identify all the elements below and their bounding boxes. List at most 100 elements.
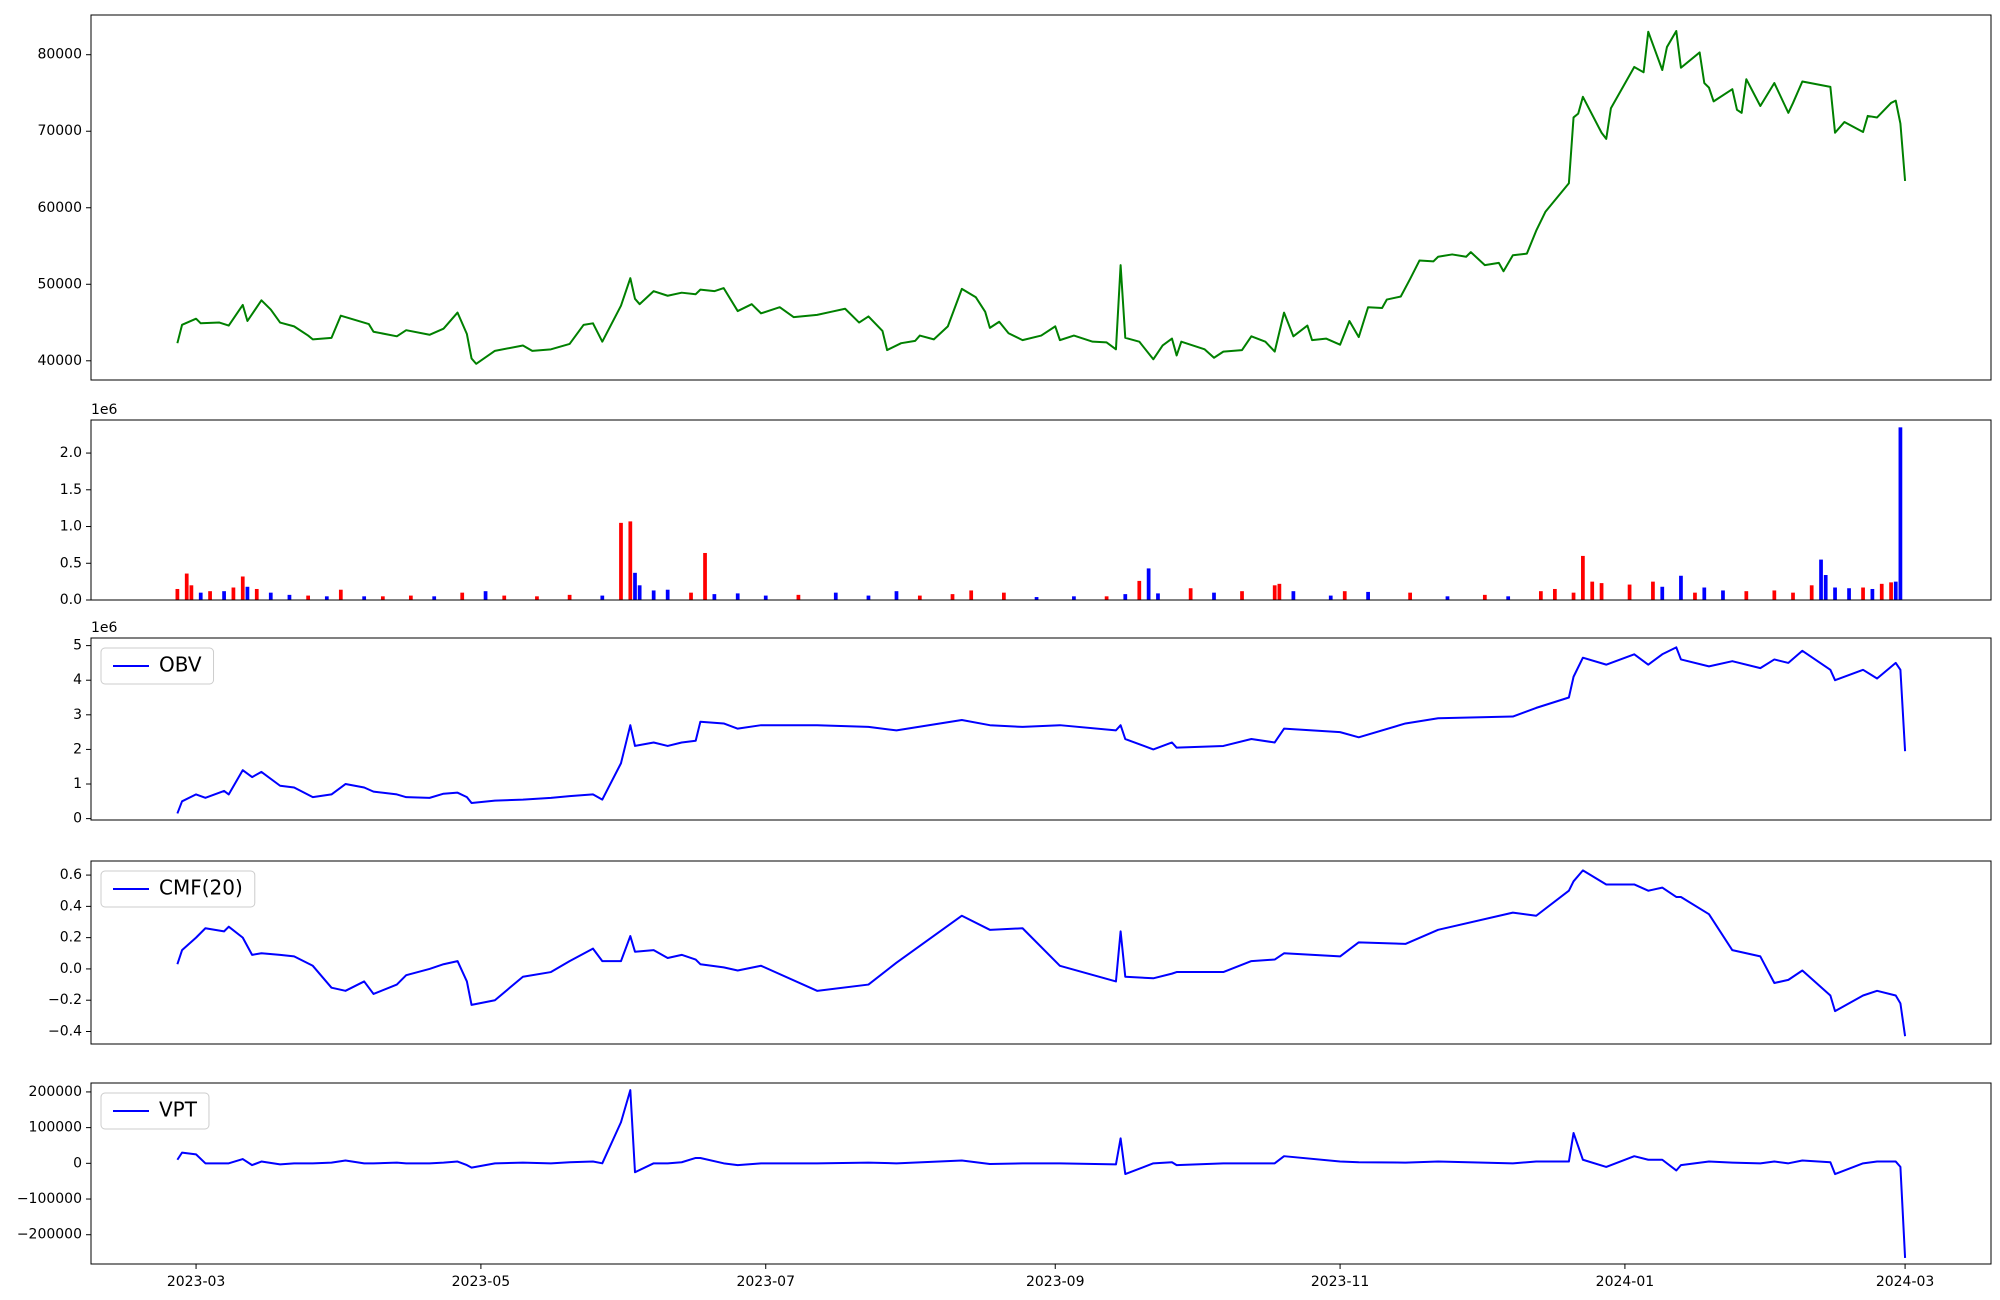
- volume-bar: [1072, 596, 1076, 600]
- y-tick-label: 1.0: [60, 519, 82, 535]
- volume-bar: [619, 522, 623, 600]
- x-tick-label: 2023-11: [1311, 1274, 1370, 1290]
- volume-bar: [1744, 591, 1749, 600]
- y-tick-label: 100000: [29, 1120, 82, 1136]
- volume-bar: [287, 594, 292, 600]
- y-tick-label: 1.5: [60, 482, 82, 498]
- volume-bar: [1627, 584, 1632, 600]
- volume-bar: [1291, 591, 1296, 600]
- volume-bar: [633, 572, 637, 600]
- y-tick-label: 50000: [37, 276, 82, 292]
- legend-box: [100, 1092, 210, 1130]
- volume-bar: [208, 591, 212, 600]
- volume-bar: [600, 595, 605, 600]
- volume-bar: [1571, 592, 1576, 600]
- volume-bar: [1188, 588, 1193, 600]
- volume-bar: [1847, 588, 1851, 600]
- y-tick-label: 80000: [37, 47, 82, 63]
- volume-bar: [1819, 559, 1823, 600]
- y-tick-label: 0.4: [60, 898, 82, 914]
- volume-bar: [1538, 591, 1543, 600]
- volume-bar: [1272, 585, 1277, 600]
- volume-bar: [460, 592, 465, 600]
- volume-bar: [1104, 596, 1109, 600]
- volume-bar: [1870, 588, 1875, 600]
- axes-frame: [90, 1082, 1992, 1265]
- volume-bar: [1893, 581, 1898, 600]
- volume-bar: [1693, 592, 1697, 600]
- offset-label: 1e6: [91, 402, 118, 418]
- volume-bar: [637, 585, 642, 600]
- volume-bar: [1342, 591, 1347, 600]
- y-tick-label: 5: [73, 638, 82, 654]
- volume-bar: [1833, 587, 1837, 600]
- volume-bar: [535, 596, 539, 600]
- x-tick-label: 2023-07: [736, 1274, 795, 1290]
- y-tick-label: 70000: [37, 123, 82, 139]
- volume-bar: [240, 576, 245, 600]
- y-tick-label: 2.0: [60, 445, 82, 461]
- y-tick-label: 1: [73, 776, 82, 792]
- volume-bar: [1506, 596, 1511, 600]
- volume-bar: [796, 594, 801, 600]
- volume-bar: [1366, 591, 1370, 600]
- volume-bar: [1702, 587, 1707, 600]
- volume-bar: [1034, 597, 1039, 600]
- volume-bar: [866, 595, 871, 600]
- volume-bar: [1445, 596, 1450, 600]
- volume-bar: [245, 586, 250, 600]
- volume-bar: [1898, 427, 1903, 600]
- series-line: [176, 29, 1907, 365]
- x-tick-label: 2023-05: [452, 1274, 511, 1290]
- volume-bar: [1823, 575, 1828, 600]
- volume-bar: [917, 595, 922, 600]
- y-tick-label: 4: [73, 672, 82, 688]
- volume-bar: [1581, 555, 1585, 600]
- volume-bar: [1679, 575, 1683, 600]
- volume-bar: [1660, 586, 1665, 600]
- y-tick-label: 40000: [37, 353, 82, 369]
- y-tick-label: 200000: [29, 1084, 82, 1100]
- y-tick-label: −0.4: [48, 1023, 82, 1039]
- volume-bar: [1277, 583, 1282, 600]
- volume-bar: [408, 595, 413, 600]
- volume-bar: [567, 594, 572, 600]
- legend-box: [100, 870, 256, 908]
- volume-bar: [1861, 587, 1865, 600]
- volume-bar: [324, 596, 329, 600]
- x-tick-label: 2024-03: [1876, 1274, 1935, 1290]
- volume-bar: [1809, 585, 1814, 600]
- y-tick-label: 3: [73, 707, 82, 723]
- x-tick-label: 2023-03: [167, 1274, 226, 1290]
- legend-box: [100, 647, 215, 685]
- volume-bar: [950, 594, 955, 600]
- x-tick-label: 2023-09: [1026, 1274, 1085, 1290]
- volume-bar: [1240, 591, 1244, 600]
- volume-bar: [1590, 581, 1595, 600]
- axes-frame: [90, 637, 1992, 821]
- volume-bar: [1651, 581, 1655, 600]
- volume-bar: [175, 588, 180, 600]
- volume-bar: [628, 521, 633, 600]
- volume-bar: [254, 588, 259, 600]
- series-line: [176, 869, 1907, 1037]
- y-tick-label: 0.6: [60, 867, 82, 883]
- volume-bar: [483, 591, 488, 600]
- volume-bar: [969, 590, 974, 600]
- y-tick-label: 2: [73, 741, 82, 757]
- y-tick-label: −200000: [17, 1227, 82, 1243]
- volume-bar: [1889, 582, 1893, 600]
- volume-bar: [306, 595, 310, 600]
- y-tick-label: 0: [73, 1155, 82, 1171]
- y-tick-label: 0: [73, 811, 82, 827]
- axes-frame: [90, 419, 1992, 601]
- volume-bar: [380, 596, 385, 600]
- volume-bar: [1002, 592, 1006, 600]
- volume-bar: [651, 590, 656, 600]
- volume-bar: [1721, 590, 1725, 600]
- volume-bar: [184, 573, 189, 600]
- y-tick-label: 0.0: [60, 592, 82, 608]
- volume-bar: [1212, 592, 1216, 600]
- volume-bar: [894, 591, 899, 600]
- series-line: [176, 1089, 1907, 1258]
